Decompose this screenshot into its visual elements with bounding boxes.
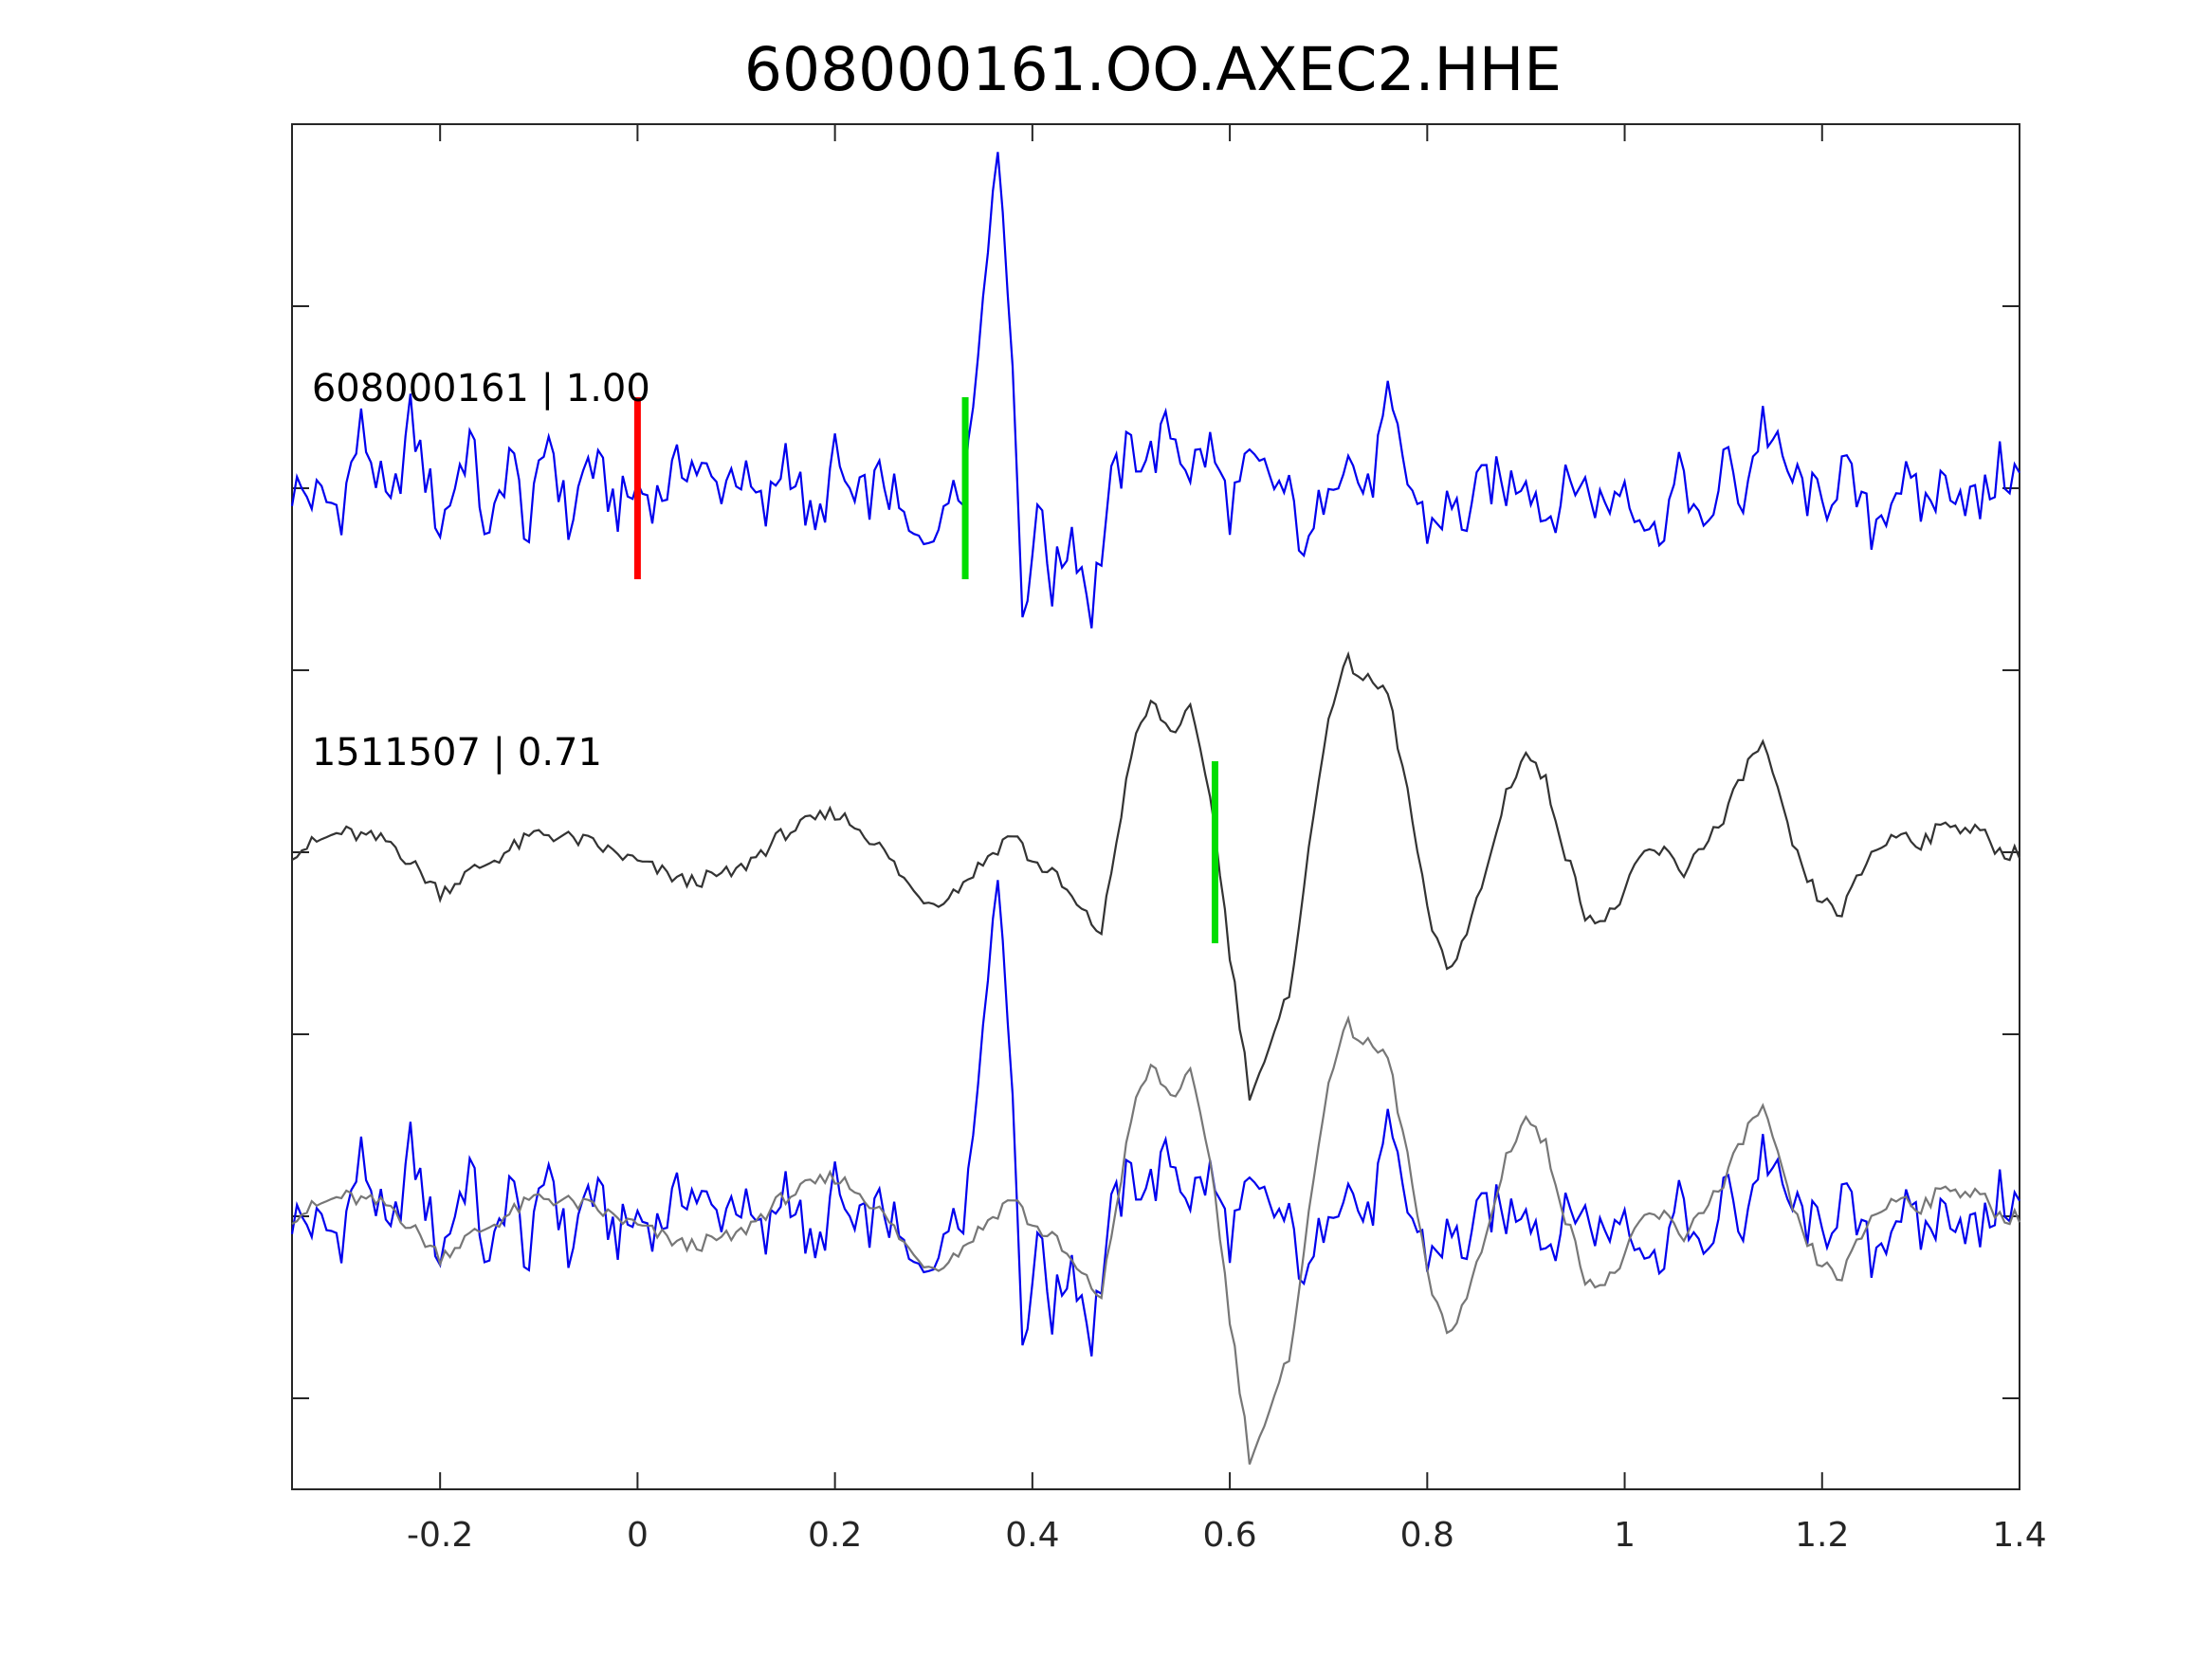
x-tick-label: 1.4 bbox=[1992, 1516, 2046, 1555]
chart-title: 608000161.OO.AXEC2.HHE bbox=[744, 35, 1562, 104]
x-tick-label: 0.6 bbox=[1202, 1516, 1256, 1555]
trace-labels: 608000161 | 1.00 1511507 | 0.71 bbox=[312, 367, 650, 775]
waveform-series-3 bbox=[291, 1014, 2021, 1465]
waveform-series-0 bbox=[290, 152, 2020, 629]
phase-picks bbox=[633, 397, 1218, 943]
trace-label: 608000161 | 1.00 bbox=[312, 367, 650, 410]
waveform-series-1 bbox=[291, 650, 2021, 1101]
x-tick-label: -0.2 bbox=[407, 1516, 473, 1555]
x-tick-label: 0 bbox=[627, 1516, 649, 1555]
x-tick-label: 1 bbox=[1614, 1516, 1636, 1555]
x-tick-label: 0.4 bbox=[1005, 1516, 1059, 1555]
plot-area-frame bbox=[291, 123, 2020, 1490]
trace-label: 1511507 | 0.71 bbox=[312, 731, 602, 775]
x-tick-label: 0.8 bbox=[1400, 1516, 1454, 1555]
x-tick-label: 0.2 bbox=[808, 1516, 862, 1555]
waveform-series-2 bbox=[290, 880, 2020, 1357]
axis-ticks: -0.2 0 0.2 0.4 0.6 0.8 1 1.2 1.4 bbox=[292, 124, 2047, 1555]
waveform-traces bbox=[290, 152, 2021, 1465]
x-tick-label: 1.2 bbox=[1795, 1516, 1849, 1555]
